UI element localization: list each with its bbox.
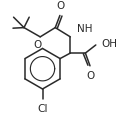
Text: OH: OH [101,39,117,49]
Text: NH: NH [77,24,92,34]
Text: Cl: Cl [37,104,48,114]
Text: O: O [34,40,42,50]
Text: O: O [56,1,65,11]
Text: O: O [87,71,95,81]
